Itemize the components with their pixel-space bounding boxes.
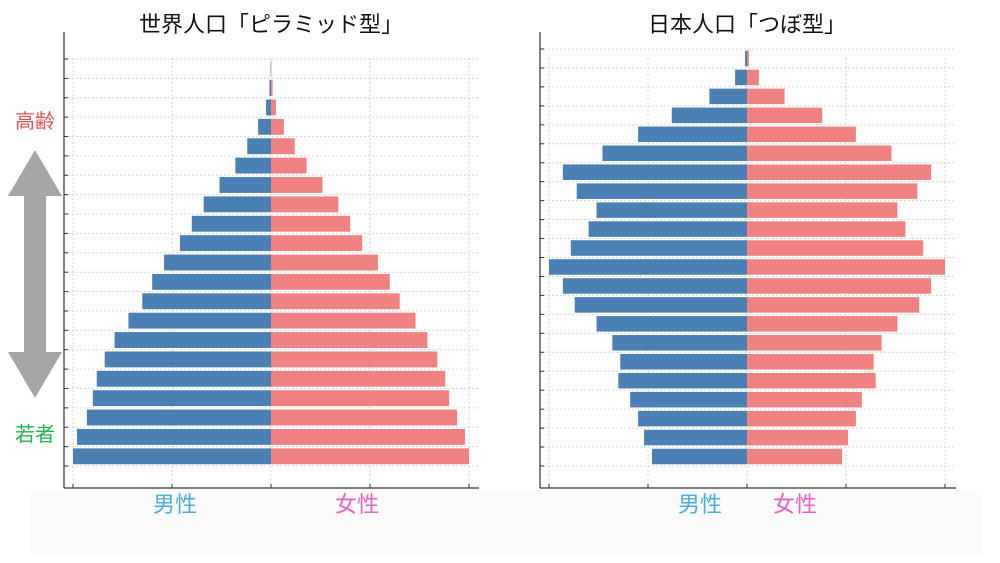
female-bar: [747, 259, 945, 275]
male-bar: [745, 50, 747, 67]
female-bar: [271, 138, 295, 155]
female-bar: [271, 118, 284, 135]
female-bar: [271, 99, 276, 116]
age-side-annotation: 高齢 若者: [8, 109, 62, 446]
female-bar: [747, 410, 856, 427]
female-bar: [271, 80, 273, 97]
male-bar: [114, 332, 271, 348]
world-male-label: 男性: [153, 493, 197, 518]
male-bar: [638, 410, 747, 427]
male-bar: [644, 429, 747, 446]
female-bar: [747, 69, 759, 86]
female-bar: [747, 353, 874, 370]
female-bar: [747, 240, 924, 256]
female-bar: [271, 235, 363, 252]
female-bar: [271, 312, 416, 329]
female-bar: [747, 50, 749, 67]
male-bar: [92, 390, 271, 407]
male-bar: [128, 312, 271, 329]
female-bar: [747, 278, 932, 294]
male-bar: [164, 254, 271, 271]
male-bar: [576, 183, 747, 199]
male-bar: [709, 88, 747, 105]
male-bar: [612, 335, 747, 351]
female-bar: [747, 429, 848, 446]
female-bar: [271, 196, 339, 213]
male-bar: [574, 297, 747, 313]
female-bar: [271, 428, 466, 445]
japan-chart-title: 日本人口「つぼ型」: [648, 13, 846, 38]
male-bar: [73, 448, 271, 465]
male-bar: [104, 351, 272, 368]
male-bar: [671, 107, 747, 124]
female-bar: [747, 164, 932, 180]
male-bar: [179, 235, 271, 252]
male-bar: [588, 221, 747, 237]
male-bar: [549, 259, 747, 275]
female-bar: [747, 297, 920, 313]
male-bar: [76, 428, 272, 445]
female-bar: [747, 183, 918, 199]
male-bar: [620, 353, 747, 370]
female-bar: [747, 372, 876, 389]
female-bar: [747, 202, 898, 218]
male-bar: [86, 409, 271, 426]
male-bar: [596, 202, 747, 218]
female-bar: [271, 177, 323, 193]
bottom-label-panel: [30, 490, 982, 555]
male-bar: [266, 99, 271, 116]
male-bar: [152, 273, 271, 290]
double-headed-vertical-arrow-icon: [8, 150, 62, 398]
female-bar: [747, 126, 856, 143]
female-bar: [747, 316, 898, 332]
young-age-label: 若者: [15, 422, 55, 446]
male-bar: [630, 391, 747, 408]
female-bar: [271, 409, 458, 426]
female-bar: [271, 157, 307, 174]
male-bar: [638, 126, 747, 143]
male-bar: [235, 157, 271, 174]
female-bar: [747, 448, 843, 465]
world-pyramid-chart: 世界人口「ピラミッド型」 男性 女性: [63, 13, 479, 518]
female-bar: [271, 390, 450, 407]
japan-male-label: 男性: [678, 493, 722, 518]
male-bar: [269, 80, 271, 97]
male-bar: [258, 118, 271, 135]
male-bar: [219, 177, 271, 193]
female-bar: [747, 335, 882, 351]
japan-pyramid-chart: 日本人口「つぼ型」 男性 女性: [539, 13, 956, 518]
female-bar: [271, 370, 446, 387]
male-bar: [191, 215, 271, 232]
female-bar: [271, 448, 469, 465]
female-bar: [271, 273, 390, 290]
female-bar: [747, 145, 892, 162]
female-bar: [747, 221, 906, 237]
japan-female-label: 女性: [773, 493, 817, 518]
male-bar: [562, 164, 747, 180]
female-bar: [747, 391, 862, 408]
old-age-label: 高齢: [15, 109, 55, 133]
male-bar: [596, 316, 747, 332]
female-bar: [271, 332, 428, 348]
male-bar: [735, 69, 747, 86]
female-bar: [747, 107, 823, 124]
world-chart-title: 世界人口「ピラミッド型」: [139, 13, 403, 38]
male-bar: [651, 448, 747, 465]
female-bar: [271, 215, 351, 232]
male-bar: [247, 138, 271, 155]
male-bar: [142, 293, 271, 310]
male-bar: [602, 145, 747, 162]
female-bar: [271, 254, 378, 271]
male-bar: [562, 278, 747, 294]
world-female-label: 女性: [335, 493, 379, 518]
male-bar: [618, 372, 747, 389]
male-bar: [96, 370, 271, 387]
female-bar: [271, 351, 438, 368]
female-bar: [271, 293, 400, 310]
male-bar: [570, 240, 747, 256]
female-bar: [747, 88, 785, 105]
male-bar: [203, 196, 271, 213]
